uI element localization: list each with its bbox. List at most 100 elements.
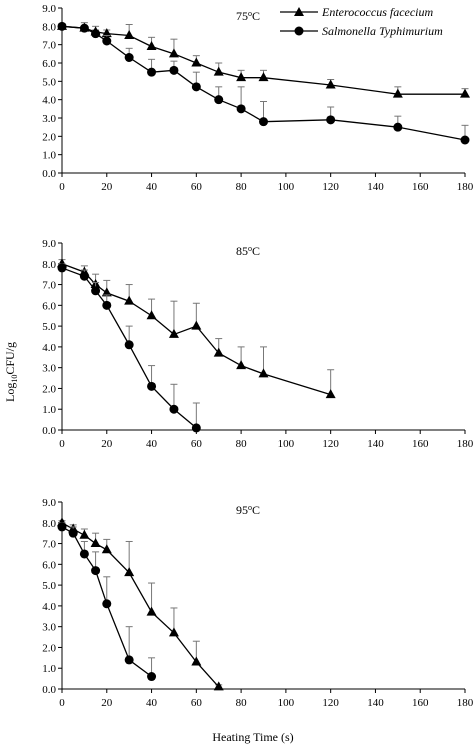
data-point-circle (147, 381, 157, 391)
y-tick-label: 2.0 (42, 131, 56, 143)
y-tick-label: 8.0 (42, 21, 56, 33)
y-tick-label: 7.0 (42, 280, 56, 292)
x-tick-label: 80 (236, 438, 248, 450)
y-tick-label: 4.0 (42, 601, 56, 613)
series-enterococcus (57, 517, 224, 691)
x-tick-label: 40 (146, 181, 158, 193)
y-tick-label: 7.0 (42, 40, 56, 52)
data-point-triangle (213, 347, 224, 357)
series-salmonella (57, 263, 201, 433)
data-point-circle (460, 135, 470, 145)
data-point-circle (57, 522, 67, 532)
x-tick-label: 160 (412, 181, 429, 193)
x-tick-label: 160 (412, 697, 429, 709)
data-point-circle (79, 271, 89, 281)
y-tick-label: 5.0 (42, 76, 56, 88)
y-tick-label: 3.0 (42, 113, 56, 125)
data-point-triangle (258, 368, 269, 378)
y-tick-label: 4.0 (42, 342, 56, 354)
data-point-triangle (124, 30, 135, 39)
data-point-circle (259, 117, 268, 127)
data-point-circle (57, 263, 67, 273)
x-tick-label: 120 (322, 181, 339, 193)
data-point-circle (79, 23, 89, 33)
data-point-triangle (213, 681, 224, 691)
data-point-circle (147, 67, 157, 77)
legend-label-salmonella: Salmonella Typhimurium (322, 24, 443, 38)
data-point-circle (214, 95, 224, 105)
data-point-circle (102, 599, 112, 609)
data-point-circle (124, 655, 134, 665)
x-tick-label: 140 (367, 181, 384, 193)
x-tick-label: 40 (146, 697, 158, 709)
data-point-triangle (325, 389, 336, 399)
data-point-circle (91, 566, 101, 576)
panel-temperature-label: 85oC (236, 244, 260, 258)
data-point-triangle (236, 72, 247, 82)
chart-panel-1: 0.0 1.0 2.0 3.0 4.0 5.0 6.0 7.0 8.0 9.0 0 20 40 60 80 1… (42, 3, 474, 193)
y-tick-label: 3.0 (42, 622, 56, 634)
x-tick-label: 0 (59, 697, 65, 709)
y-tick-label: 6.0 (42, 559, 56, 571)
x-tick-label: 80 (236, 697, 248, 709)
data-point-triangle (101, 28, 112, 38)
data-point-triangle (392, 88, 403, 98)
data-point-triangle (191, 320, 202, 330)
data-point-triangle (191, 57, 202, 67)
data-point-triangle (258, 72, 269, 82)
x-tick-label: 0 (59, 181, 65, 193)
data-point-triangle (146, 41, 157, 50)
data-point-circle (68, 528, 78, 538)
x-tick-label: 180 (457, 438, 474, 450)
data-point-circle (102, 36, 112, 46)
chart-panel-2: 0.0 1.0 2.0 3.0 4.0 5.0 6.0 7.0 8.0 9.0 0 20 40 60 80 1… (42, 238, 474, 450)
y-tick-label: 8.0 (42, 259, 56, 271)
x-axis-label: Heating Time (s) (212, 730, 293, 744)
x-tick-label: 100 (278, 697, 295, 709)
data-point-triangle (101, 287, 112, 297)
y-tick-label: 1.0 (42, 663, 56, 675)
series-salmonella (57, 522, 157, 682)
data-point-circle (326, 115, 336, 125)
data-point-triangle (236, 360, 247, 370)
y-tick-label: 1.0 (42, 404, 56, 416)
y-tick-label: 9.0 (42, 497, 56, 509)
series-line (61, 522, 220, 688)
y-tick-label: 9.0 (42, 3, 56, 15)
data-point-circle (102, 300, 112, 310)
triangle-marker-icon (294, 7, 304, 16)
data-point-triangle (146, 310, 157, 320)
data-point-circle (393, 122, 403, 132)
x-tick-label: 60 (191, 438, 203, 450)
y-tick-label: 9.0 (42, 238, 56, 250)
data-point-triangle (191, 656, 202, 666)
data-point-triangle (460, 88, 470, 98)
data-point-circle (191, 82, 201, 92)
data-point-triangle (168, 627, 179, 637)
x-tick-label: 180 (457, 181, 474, 193)
x-tick-label: 100 (278, 438, 295, 450)
x-tick-label: 120 (322, 697, 339, 709)
y-tick-label: 3.0 (42, 363, 56, 375)
data-point-circle (147, 672, 157, 682)
x-tick-label: 160 (412, 438, 429, 450)
x-tick-label: 140 (367, 697, 384, 709)
data-point-circle (169, 404, 179, 414)
data-point-circle (91, 286, 101, 296)
y-tick-label: 7.0 (42, 539, 56, 551)
data-point-circle (124, 340, 134, 350)
x-tick-label: 60 (191, 181, 203, 193)
series-salmonella (57, 21, 470, 145)
data-point-triangle (213, 66, 224, 76)
y-tick-label: 5.0 (42, 580, 56, 592)
circle-marker-icon (294, 26, 304, 36)
legend-item-salmonella: Salmonella Typhimurium (280, 24, 443, 38)
data-point-triangle (325, 79, 336, 89)
legend-label-enterococcus: Enterococcus facecium (321, 5, 434, 19)
x-tick-label: 20 (101, 438, 113, 450)
data-point-triangle (124, 295, 135, 305)
legend-item-enterococcus: Enterococcus facecium (280, 5, 434, 19)
x-tick-label: 20 (101, 697, 113, 709)
y-tick-label: 6.0 (42, 300, 56, 312)
